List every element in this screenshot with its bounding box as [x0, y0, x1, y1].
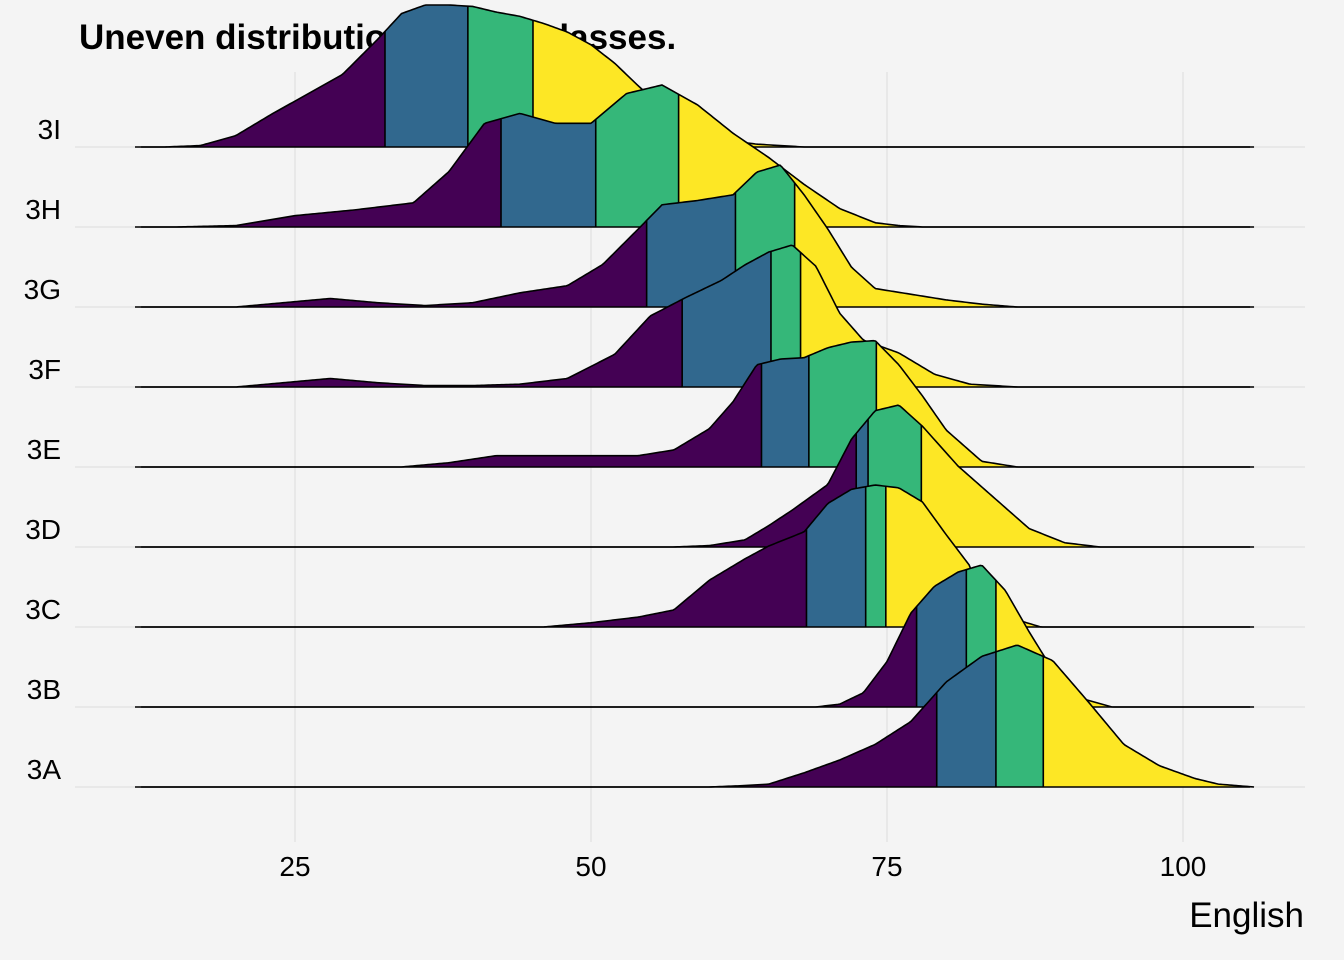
quartile-fill-2: [501, 113, 596, 227]
y-tick-label: 3I: [38, 114, 61, 145]
density-outline: [141, 404, 1255, 548]
y-tick-label: 3G: [24, 274, 61, 305]
quartile-fill-2: [682, 251, 771, 387]
quartile-fill-1: [141, 299, 683, 387]
y-tick-label: 3H: [25, 194, 61, 225]
y-tick-label: 3A: [27, 754, 62, 785]
quartile-fill-3: [770, 245, 801, 387]
density-outline: [141, 564, 1255, 708]
x-tick-label: 50: [575, 851, 606, 882]
quartile-fill-4: [794, 182, 1255, 307]
x-tick-label: 25: [279, 851, 310, 882]
quartile-fill-2: [936, 651, 996, 787]
ridge-3C: [135, 484, 1255, 628]
x-tick-label: 75: [871, 851, 902, 882]
x-axis-label: English: [1189, 896, 1304, 935]
quartile-fill-1: [141, 220, 647, 307]
quartile-fill-1: [141, 529, 807, 627]
quartile-fill-4: [921, 425, 1255, 547]
y-tick-label: 3D: [25, 514, 61, 545]
quartile-fill-1: [141, 692, 937, 787]
quartile-fill-3: [467, 6, 533, 148]
quartile-fill-2: [384, 5, 468, 147]
y-tick-label: 3F: [28, 354, 61, 385]
quartile-fill-1: [141, 118, 502, 227]
quartile-fill-3: [595, 85, 679, 228]
quartile-fill-2: [916, 569, 967, 707]
ridge-3D: [135, 404, 1255, 548]
quartile-fill-2: [761, 355, 809, 467]
y-tick-label: 3E: [27, 434, 61, 465]
ridge-3B: [135, 564, 1255, 708]
quartile-fill-1: [141, 31, 385, 147]
y-tick-labels: 3A 3B 3C 3D 3E 3F 3G 3H 3I: [24, 114, 62, 785]
x-tick-label: 100: [1160, 851, 1207, 882]
quartile-fill-4: [1043, 656, 1255, 787]
ridges: [135, 4, 1255, 788]
quartile-fill-2: [646, 192, 736, 307]
quartile-fill-1: [141, 363, 762, 467]
x-tick-labels: 25 50 75 100: [279, 851, 1206, 882]
y-tick-label: 3C: [25, 594, 61, 625]
ridge-3A: [135, 644, 1255, 788]
quartile-fill-2: [806, 486, 866, 627]
quartile-fill-3: [865, 485, 886, 627]
y-tick-label: 3B: [27, 674, 61, 705]
quartile-fill-3: [995, 645, 1044, 787]
quartile-fill-1: [141, 433, 857, 547]
